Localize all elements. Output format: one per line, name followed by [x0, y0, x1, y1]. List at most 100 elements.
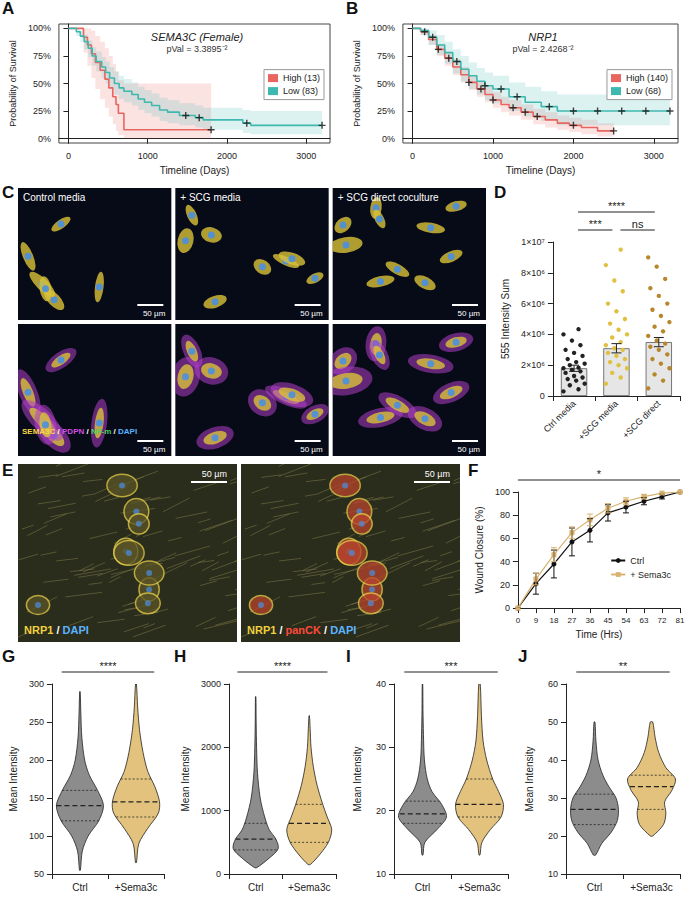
svg-text:40: 40: [500, 557, 510, 567]
svg-text:20: 20: [548, 831, 558, 841]
svg-text:+ SCG direct coculture: + SCG direct coculture: [338, 192, 439, 203]
svg-text:****: ****: [99, 660, 117, 672]
svg-text:36: 36: [586, 616, 595, 625]
svg-text:Probability of Survival: Probability of Survival: [8, 40, 18, 127]
svg-text:40: 40: [548, 755, 558, 765]
svg-text:0: 0: [66, 151, 71, 161]
svg-text:150: 150: [29, 793, 44, 803]
svg-text:0: 0: [505, 603, 510, 613]
svg-text:+ SCG media: + SCG media: [180, 192, 241, 203]
svg-text:Probability of Survival: Probability of Survival: [352, 40, 362, 127]
svg-text:75%: 75%: [33, 51, 51, 61]
svg-text:SEMA3C / PDPN / NF-m / DAPI: SEMA3C / PDPN / NF-m / DAPI: [22, 427, 137, 436]
svg-text:1×10⁷: 1×10⁷: [521, 237, 545, 247]
svg-text:2000: 2000: [563, 151, 583, 161]
svg-text:27: 27: [567, 616, 576, 625]
svg-text:10: 10: [376, 869, 386, 879]
svg-text:25%: 25%: [377, 106, 395, 116]
svg-text:+ Sema3c: + Sema3c: [630, 570, 671, 580]
svg-text:100: 100: [495, 487, 510, 497]
svg-text:Timeline (Days): Timeline (Days): [160, 165, 230, 176]
svg-text:pVal = 2.4268⁻²: pVal = 2.4268⁻²: [512, 44, 573, 54]
svg-text:Ctrl: Ctrl: [248, 882, 264, 893]
svg-text:50: 50: [34, 869, 44, 879]
svg-text:50 µm: 50 µm: [425, 469, 450, 479]
svg-text:30: 30: [548, 793, 558, 803]
svg-text:Timeline (Days): Timeline (Days): [506, 165, 576, 176]
svg-text:Control media: Control media: [23, 192, 86, 203]
svg-text:Ctrl: Ctrl: [72, 882, 88, 893]
svg-text:3000: 3000: [296, 151, 316, 161]
svg-text:+SCG direct: +SCG direct: [620, 398, 662, 440]
svg-text:300: 300: [29, 679, 44, 689]
svg-text:50%: 50%: [33, 79, 51, 89]
svg-text:30: 30: [376, 742, 386, 752]
svg-text:***: ***: [589, 218, 603, 230]
svg-text:Ctrl: Ctrl: [415, 882, 431, 893]
svg-text:NRP1 / DAPI: NRP1 / DAPI: [24, 624, 89, 636]
svg-text:2000: 2000: [217, 151, 237, 161]
svg-text:1000: 1000: [138, 151, 158, 161]
svg-text:6×10⁶: 6×10⁶: [521, 299, 545, 309]
svg-text:100: 100: [29, 831, 44, 841]
svg-text:45: 45: [604, 616, 613, 625]
svg-text:Low (83): Low (83): [283, 86, 318, 96]
svg-text:Ctrl media: Ctrl media: [542, 398, 578, 434]
svg-text:pVal = 3.3895⁻²: pVal = 3.3895⁻²: [166, 44, 227, 54]
svg-text:High (13): High (13): [283, 73, 320, 83]
svg-text:****: ****: [608, 200, 626, 212]
svg-text:50 µm: 50 µm: [300, 445, 323, 454]
svg-text:Wound Closure (%): Wound Closure (%): [474, 507, 485, 594]
svg-text:**: **: [619, 660, 628, 672]
svg-text:Mean Intensity: Mean Intensity: [180, 746, 191, 811]
svg-text:50 µm: 50 µm: [458, 309, 481, 318]
svg-text:+SCG media: +SCG media: [576, 398, 620, 442]
svg-text:40: 40: [376, 679, 386, 689]
svg-text:ns: ns: [632, 218, 644, 230]
svg-text:50 µm: 50 µm: [458, 445, 481, 454]
svg-text:Mean Intensity: Mean Intensity: [352, 746, 363, 811]
svg-text:50 µm: 50 µm: [143, 445, 166, 454]
svg-text:Ctrl: Ctrl: [587, 882, 603, 893]
svg-text:0%: 0%: [38, 134, 51, 144]
svg-text:***: ***: [445, 660, 459, 672]
svg-text:9: 9: [534, 616, 539, 625]
svg-text:50 µm: 50 µm: [143, 309, 166, 318]
svg-text:75%: 75%: [377, 51, 395, 61]
svg-text:3000: 3000: [201, 679, 221, 689]
svg-text:Mean Intensity: Mean Intensity: [8, 746, 19, 811]
svg-text:50%: 50%: [377, 79, 395, 89]
svg-text:100%: 100%: [28, 23, 51, 33]
svg-text:+Sema3c: +Sema3c: [630, 882, 673, 893]
svg-text:50 µm: 50 µm: [300, 309, 323, 318]
svg-text:NRP1: NRP1: [528, 31, 557, 43]
svg-text:250: 250: [29, 717, 44, 727]
svg-text:Ctrl: Ctrl: [630, 556, 644, 566]
svg-text:SEMA3C (Female): SEMA3C (Female): [151, 31, 244, 43]
svg-text:10: 10: [548, 869, 558, 879]
svg-text:****: ****: [274, 660, 292, 672]
svg-text:0: 0: [516, 616, 521, 625]
svg-text:50: 50: [548, 717, 558, 727]
svg-text:0%: 0%: [382, 134, 395, 144]
svg-text:+Sema3c: +Sema3c: [458, 882, 501, 893]
svg-text:Mean Intensity: Mean Intensity: [524, 746, 535, 811]
svg-text:+Sema3c: +Sema3c: [115, 882, 158, 893]
svg-text:8×10⁶: 8×10⁶: [521, 268, 545, 278]
svg-text:0: 0: [540, 391, 545, 401]
svg-text:50 µm: 50 µm: [202, 469, 227, 479]
svg-text:2×10⁶: 2×10⁶: [521, 360, 545, 370]
svg-text:25%: 25%: [33, 106, 51, 116]
svg-text:Low (68): Low (68): [626, 86, 661, 96]
svg-text:2000: 2000: [201, 742, 221, 752]
svg-text:81: 81: [676, 616, 685, 625]
svg-text:4×10⁶: 4×10⁶: [521, 329, 545, 339]
svg-text:200: 200: [29, 755, 44, 765]
svg-text:80: 80: [500, 510, 510, 520]
svg-text:Time (Hrs): Time (Hrs): [576, 629, 623, 640]
svg-text:555 Intensity Sum: 555 Intensity Sum: [500, 279, 511, 359]
svg-text:+Sema3c: +Sema3c: [288, 882, 331, 893]
svg-text:60: 60: [500, 533, 510, 543]
svg-text:54: 54: [622, 616, 631, 625]
svg-text:NRP1 / panCK / DAPI: NRP1 / panCK / DAPI: [247, 624, 356, 636]
